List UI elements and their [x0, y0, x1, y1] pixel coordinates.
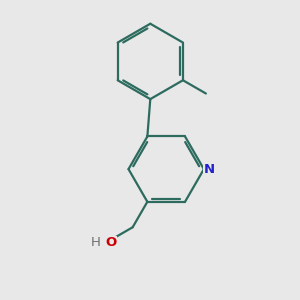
Text: H: H [91, 236, 100, 249]
Text: N: N [204, 163, 215, 176]
Text: O: O [105, 236, 117, 249]
